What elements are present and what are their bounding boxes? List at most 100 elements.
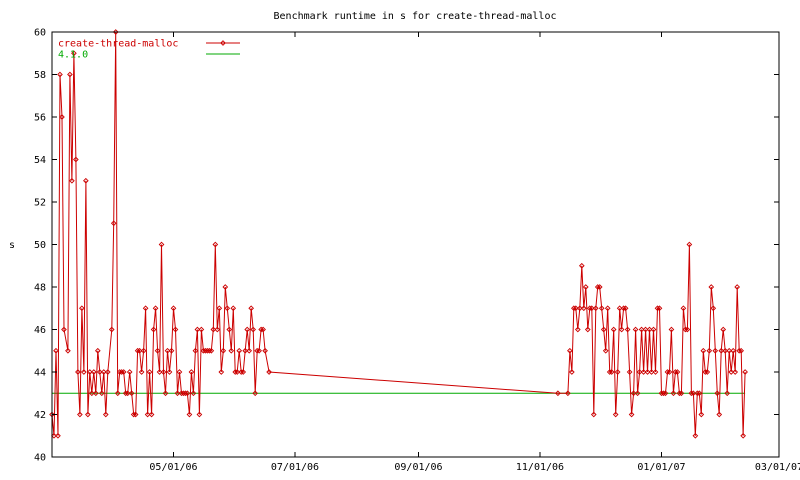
data-point — [608, 369, 615, 375]
data-point — [664, 369, 671, 375]
data-point — [240, 369, 247, 375]
data-point — [170, 305, 177, 312]
data-point — [688, 390, 695, 397]
data-point — [726, 347, 733, 354]
data-point — [128, 390, 135, 397]
data-point — [69, 177, 75, 184]
data-point — [644, 369, 651, 375]
x-tick-label: 05/01/06 — [149, 462, 197, 473]
data-point — [656, 305, 663, 312]
data-point — [588, 305, 595, 312]
data-point — [736, 347, 743, 354]
data-point — [174, 390, 181, 397]
y-tick-label: 48 — [34, 283, 46, 294]
legend-label: 4.1.0 — [58, 50, 88, 61]
data-point — [555, 390, 561, 397]
data-point — [166, 369, 173, 375]
data-point — [122, 390, 129, 397]
y-tick-label: 40 — [34, 453, 46, 464]
data-point — [214, 326, 221, 333]
y-tick-label: 42 — [34, 410, 46, 421]
data-point — [266, 369, 272, 375]
data-point — [720, 326, 727, 333]
y-tick-label: 52 — [34, 198, 46, 209]
data-point — [565, 390, 571, 397]
x-tick-label: 09/01/06 — [394, 462, 442, 473]
data-point — [212, 241, 219, 248]
data-point — [77, 411, 83, 418]
data-point — [132, 411, 139, 418]
data-point — [246, 347, 253, 354]
data-point — [81, 369, 87, 375]
data-point — [674, 369, 681, 375]
data-point — [724, 390, 731, 397]
data-point — [144, 411, 151, 418]
data-point — [712, 347, 719, 354]
data-point — [646, 326, 653, 333]
data-point — [252, 390, 258, 397]
data-point — [567, 347, 573, 354]
y-tick-label: 60 — [34, 28, 46, 39]
data-point — [594, 284, 601, 290]
data-point — [662, 390, 669, 397]
data-point — [140, 347, 147, 354]
data-point — [79, 305, 85, 312]
data-point — [120, 369, 127, 375]
data-point — [102, 411, 109, 418]
data-point — [146, 369, 153, 375]
data-point — [702, 369, 709, 375]
legend-label: create-thread-malloc — [58, 39, 178, 50]
data-point — [676, 390, 683, 397]
data-point — [248, 305, 255, 312]
data-point — [606, 369, 613, 375]
data-point — [178, 390, 185, 397]
data-point — [734, 284, 741, 290]
data-point — [194, 326, 201, 333]
data-point — [61, 326, 67, 333]
x-tick-label: 01/01/07 — [637, 462, 685, 473]
data-point — [596, 284, 603, 290]
data-point — [200, 347, 207, 354]
data-point — [224, 305, 231, 312]
y-tick-label: 50 — [34, 240, 46, 251]
data-point — [574, 326, 581, 333]
data-point — [648, 369, 655, 375]
data-point — [236, 347, 243, 354]
data-point — [204, 347, 211, 354]
data-point — [51, 432, 57, 439]
data-point — [100, 369, 107, 375]
data-point — [650, 326, 657, 333]
data-point — [260, 326, 266, 333]
data-point — [250, 326, 257, 333]
data-point — [90, 369, 97, 375]
data-point — [206, 347, 213, 354]
data-point — [94, 347, 101, 354]
data-point — [630, 390, 637, 397]
data-point — [124, 390, 131, 397]
data-point — [730, 347, 737, 354]
y-tick-label: 46 — [34, 325, 46, 336]
data-point — [55, 432, 61, 439]
data-point — [210, 326, 217, 333]
data-point — [584, 326, 591, 333]
data-point — [208, 347, 215, 354]
data-point — [112, 29, 119, 35]
data-point — [592, 305, 599, 312]
data-point — [628, 411, 635, 418]
data-point — [742, 369, 748, 375]
data-point — [690, 390, 697, 397]
data-point — [672, 369, 679, 375]
legend-marker — [220, 40, 226, 46]
chart-title: Benchmark runtime in s for create-thread… — [274, 11, 557, 22]
data-point — [126, 369, 133, 375]
data-point — [92, 390, 99, 397]
data-point — [228, 347, 235, 354]
data-point — [254, 347, 260, 354]
data-point — [686, 241, 693, 248]
data-point — [104, 369, 111, 375]
data-point — [218, 369, 225, 375]
data-point — [96, 369, 103, 375]
data-point — [226, 326, 233, 333]
x-tick-label: 07/01/06 — [271, 462, 319, 473]
data-point — [696, 390, 703, 397]
